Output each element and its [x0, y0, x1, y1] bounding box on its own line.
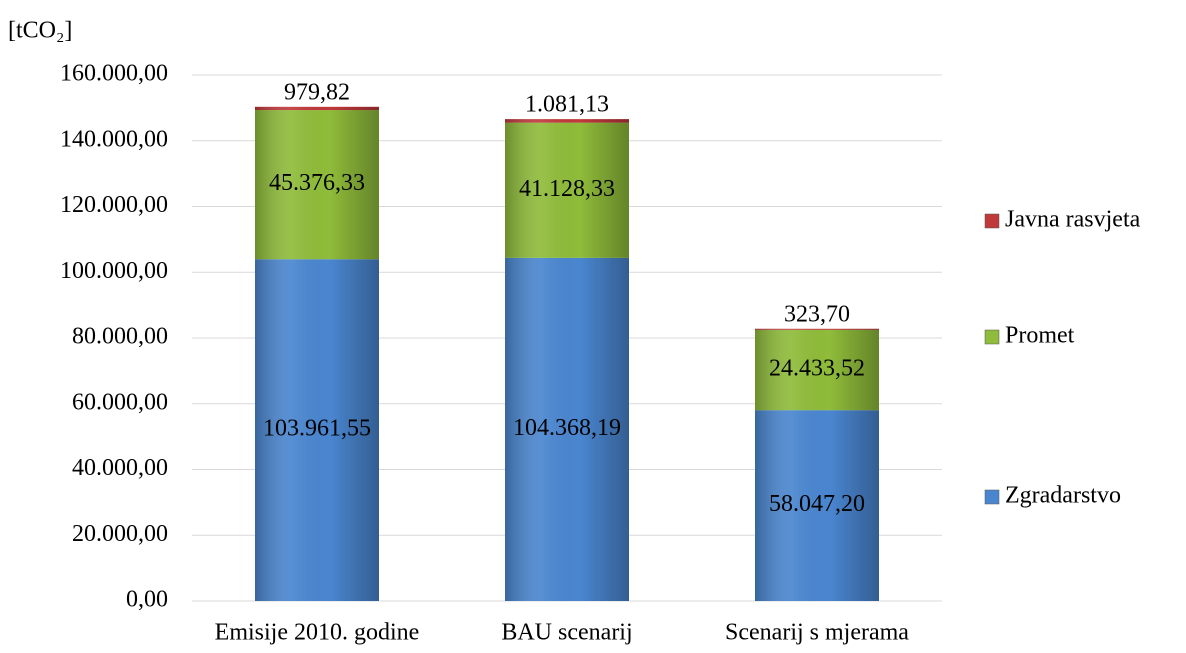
data-label: 58.047,20: [769, 491, 865, 517]
data-label: 323,70: [784, 301, 850, 327]
y-tick-label: 120.000,00: [60, 192, 168, 218]
y-tick-label: 160.000,00: [60, 61, 168, 87]
y-tick-label: 0,00: [126, 587, 168, 613]
bar-shade: [755, 329, 879, 411]
bar-shade: [505, 119, 629, 123]
legend-label: Javna rasvjeta: [1005, 207, 1141, 233]
legend-swatch: [984, 489, 1000, 505]
x-tick-label: BAU scenarij: [501, 620, 632, 646]
bar-shade: [755, 410, 879, 601]
bar-shade: [255, 259, 379, 601]
x-tick-label: Scenarij s mjerama: [725, 620, 909, 646]
bar-shade: [505, 122, 629, 258]
y-tick-label: 80.000,00: [72, 324, 168, 350]
bar-shade: [755, 328, 879, 330]
bar-shade: [255, 106, 379, 111]
data-label: 1.081,13: [525, 92, 609, 118]
y-tick-label: 60.000,00: [72, 389, 168, 415]
data-label: 45.376,33: [269, 170, 365, 196]
y-tick-label: 40.000,00: [72, 455, 168, 481]
legend-label: Zgradarstvo: [1005, 483, 1121, 509]
bar-shade: [255, 110, 379, 260]
y-tick-label: 20.000,00: [72, 521, 168, 547]
y-tick-label: 100.000,00: [60, 258, 168, 284]
data-label: 41.128,33: [519, 176, 615, 202]
y-axis-label: [tCO₂]: [8, 18, 72, 44]
data-label: 104.368,19: [513, 415, 621, 441]
y-tick-label: 140.000,00: [60, 126, 168, 152]
x-tick-label: Emisije 2010. godine: [215, 620, 420, 646]
legend-label: Promet: [1005, 323, 1075, 349]
legend-swatch: [984, 329, 1000, 345]
legend-swatch: [984, 213, 1000, 229]
data-label: 24.433,52: [769, 356, 865, 382]
data-label: 103.961,55: [263, 416, 371, 442]
bar-shade: [505, 257, 629, 601]
data-label: 979,82: [284, 79, 350, 105]
